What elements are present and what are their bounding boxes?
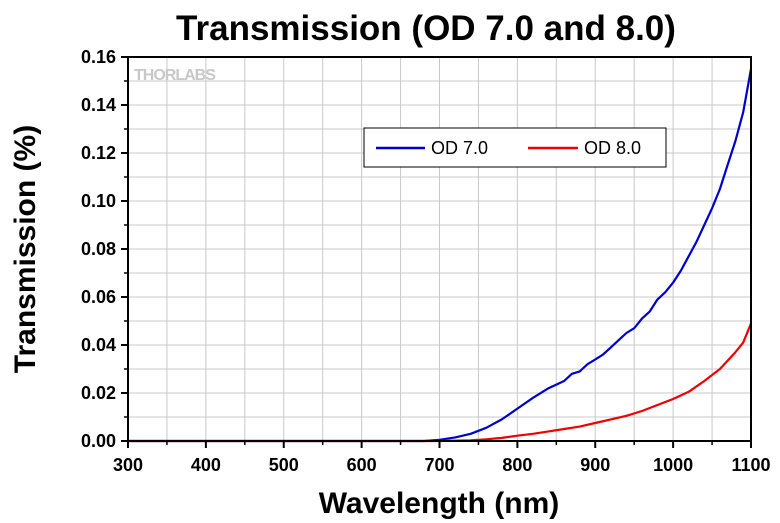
grid-lines (128, 57, 751, 441)
legend: OD 7.0 OD 8.0 (363, 127, 667, 168)
x-tick-label: 500 (269, 455, 299, 475)
y-tick-label: 0.08 (81, 239, 116, 259)
x-tick-labels: 300 400 500 600 700 800 900 1000 1100 (113, 455, 771, 475)
x-tick-label: 1000 (653, 455, 693, 475)
y-tick-label: 0.00 (81, 431, 116, 451)
y-axis-title: Transmission (%) (9, 125, 42, 373)
series-line-od-7-0 (128, 68, 753, 443)
legend-label-od7: OD 7.0 (431, 138, 488, 158)
x-tick-label: 900 (580, 455, 610, 475)
y-tick-label: 0.10 (81, 191, 116, 211)
watermark-logo: THORLABS (134, 67, 216, 84)
x-tick-label: 600 (347, 455, 377, 475)
y-tick-label: 0.02 (81, 383, 116, 403)
legend-label-od8: OD 8.0 (584, 138, 641, 158)
y-tick-label: 0.14 (81, 95, 116, 115)
y-tick-labels: 0.00 0.02 0.04 0.06 0.08 0.10 0.12 0.14 0.16 (81, 47, 116, 451)
y-tick-label: 0.06 (81, 287, 116, 307)
x-tick-label: 800 (502, 455, 532, 475)
y-tick-label: 0.12 (81, 143, 116, 163)
axis-ticks (121, 56, 752, 448)
x-axis-title: Wavelength (nm) (319, 487, 560, 520)
x-tick-label: 300 (113, 455, 143, 475)
x-tick-label: 700 (424, 455, 454, 475)
y-tick-label: 0.16 (81, 47, 116, 67)
x-tick-label: 1100 (731, 455, 770, 475)
chart-title: Transmission (OD 7.0 and 8.0) (176, 9, 676, 48)
x-tick-label: 400 (191, 455, 221, 475)
y-tick-label: 0.04 (81, 335, 116, 355)
